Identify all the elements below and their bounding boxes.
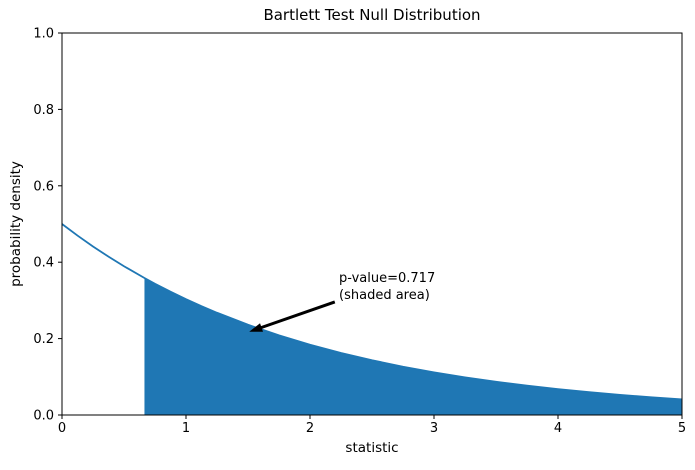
x-axis-label: statistic: [345, 440, 399, 456]
annotation-arrow-shaft: [259, 300, 336, 330]
y-tick-label: 0.8: [33, 103, 54, 118]
p-value-annotation: p-value=0.717 (shaded area): [339, 270, 436, 303]
y-axis-label: probability density: [8, 161, 24, 287]
x-tick-label: 2: [306, 421, 314, 436]
x-tick-label: 1: [182, 421, 190, 436]
x-tick-label: 5: [678, 421, 686, 436]
y-tick-label: 0.2: [33, 332, 54, 347]
shaded-area: [144, 278, 682, 415]
y-tick-label: 0.0: [33, 409, 54, 424]
y-tick-label: 0.4: [33, 256, 54, 271]
x-tick-label: 3: [430, 421, 438, 436]
x-tick-label: 0: [58, 421, 66, 436]
chart-title: Bartlett Test Null Distribution: [263, 6, 481, 24]
plot-border: [61, 32, 683, 416]
annotation-arrow-head: [249, 323, 263, 332]
y-tick-label: 0.6: [33, 179, 54, 194]
y-tick-label: 1.0: [33, 27, 54, 42]
x-tick-label: 4: [554, 421, 562, 436]
density-curve: [61, 223, 683, 401]
